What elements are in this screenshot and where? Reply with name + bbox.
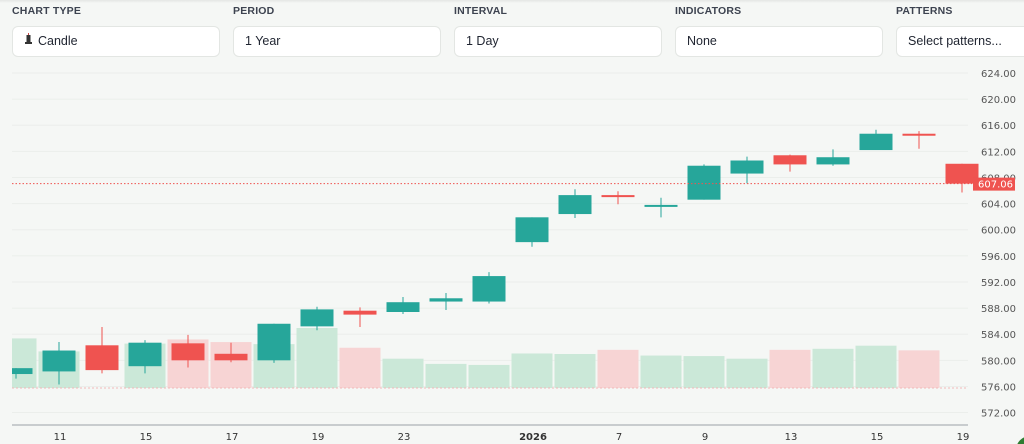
candle[interactable] xyxy=(343,307,377,328)
volume-bar xyxy=(683,356,725,388)
volume-bar xyxy=(812,348,854,388)
period-label: PERIOD xyxy=(233,5,275,17)
candle-icon xyxy=(24,27,34,56)
y-tick-label: 572.00 xyxy=(981,409,1016,420)
x-tick-label: 19 xyxy=(312,432,325,443)
candle[interactable] xyxy=(85,327,119,374)
top-divider xyxy=(0,0,1024,3)
current-price-label: 607.06 xyxy=(973,177,1015,191)
y-tick-label: 584.00 xyxy=(981,330,1016,341)
x-tick-label: 23 xyxy=(398,432,411,443)
candle[interactable] xyxy=(214,342,248,363)
candle[interactable] xyxy=(945,163,979,193)
candle[interactable] xyxy=(12,368,33,379)
x-tick-label: 11 xyxy=(54,432,67,443)
candle[interactable] xyxy=(386,296,420,314)
volume-bar xyxy=(898,350,940,388)
patterns-control: PATTERNS Select patterns... xyxy=(896,4,1024,57)
x-tick-label: 17 xyxy=(226,432,239,443)
x-tick-label: 15 xyxy=(871,432,884,443)
x-tick-label: 9 xyxy=(702,432,708,443)
volume-bar xyxy=(339,347,381,388)
svg-text:607.06: 607.06 xyxy=(978,180,1013,191)
candle[interactable] xyxy=(558,189,592,218)
x-axis: 11 15 17 19 23 2026 7 9 13 15 19 xyxy=(54,432,970,443)
indicators-control: INDICATORS None xyxy=(675,4,883,57)
candle[interactable] xyxy=(472,272,506,304)
volume-bar xyxy=(597,349,639,388)
y-tick-label: 592.00 xyxy=(981,278,1016,289)
candle[interactable] xyxy=(257,323,291,363)
y-tick-label: 604.00 xyxy=(981,200,1016,211)
indicators-select[interactable]: None xyxy=(675,26,883,57)
y-tick-label: 624.00 xyxy=(981,69,1016,80)
x-tick-label: 2026 xyxy=(519,432,547,443)
indicators-label: INDICATORS xyxy=(675,5,742,17)
chart-type-label: CHART TYPE xyxy=(12,5,82,17)
y-tick-label: 576.00 xyxy=(981,382,1016,393)
y-tick-label: 600.00 xyxy=(981,226,1016,237)
chart-type-select[interactable]: Candle xyxy=(12,26,220,57)
candlestick-chart[interactable]: 624.00620.00616.00612.00608.00604.00600.… xyxy=(0,60,1024,444)
candle[interactable] xyxy=(730,156,764,184)
volume-bar xyxy=(296,328,338,388)
x-tick-label: 15 xyxy=(140,432,153,443)
interval-label: INTERVAL xyxy=(454,5,508,17)
volume-bar xyxy=(726,358,768,388)
volume-bar xyxy=(382,358,424,388)
period-control: PERIOD 1 Year xyxy=(233,4,441,57)
y-tick-label: 612.00 xyxy=(981,147,1016,158)
candles xyxy=(12,129,979,385)
candle[interactable] xyxy=(773,154,807,172)
x-tick-label: 19 xyxy=(957,432,970,443)
y-tick-label: 580.00 xyxy=(981,356,1016,367)
y-tick-label: 588.00 xyxy=(981,304,1016,315)
candle[interactable] xyxy=(42,342,76,385)
candle[interactable] xyxy=(687,164,721,200)
candle[interactable] xyxy=(300,306,334,331)
volume-bar xyxy=(425,363,467,388)
interval-select[interactable]: 1 Day xyxy=(454,26,662,57)
volume-bar xyxy=(468,364,510,388)
candle[interactable] xyxy=(902,131,936,149)
volume-bar xyxy=(640,355,682,388)
candle[interactable] xyxy=(171,334,205,368)
candle[interactable] xyxy=(128,340,162,374)
patterns-select[interactable]: Select patterns... xyxy=(896,26,1024,57)
candle[interactable] xyxy=(601,191,635,205)
controls-bar: CHART TYPE Candle PERIOD 1 Year INTERVAL… xyxy=(0,0,1024,60)
candle[interactable] xyxy=(816,149,850,166)
volume-bar xyxy=(554,354,596,388)
volume-bar xyxy=(511,353,553,388)
chart-type-control: CHART TYPE Candle xyxy=(12,4,220,57)
chart-type-value: Candle xyxy=(38,34,78,48)
candle[interactable] xyxy=(515,217,549,247)
candle[interactable] xyxy=(644,197,678,218)
y-tick-label: 616.00 xyxy=(981,121,1016,132)
x-tick-label: 7 xyxy=(616,432,622,443)
volume-bar xyxy=(769,349,811,388)
candle[interactable] xyxy=(859,129,893,151)
volume-bar xyxy=(12,338,37,388)
y-axis: 624.00620.00616.00612.00608.00604.00600.… xyxy=(981,69,1016,420)
candle[interactable] xyxy=(429,293,463,311)
patterns-label: PATTERNS xyxy=(896,5,953,17)
x-tick-label: 13 xyxy=(785,432,798,443)
y-tick-label: 620.00 xyxy=(981,95,1016,106)
interval-control: INTERVAL 1 Day xyxy=(454,4,662,57)
period-select[interactable]: 1 Year xyxy=(233,26,441,57)
floating-action-button[interactable] xyxy=(1016,436,1024,444)
volume-bar xyxy=(855,345,897,388)
y-tick-label: 596.00 xyxy=(981,252,1016,263)
